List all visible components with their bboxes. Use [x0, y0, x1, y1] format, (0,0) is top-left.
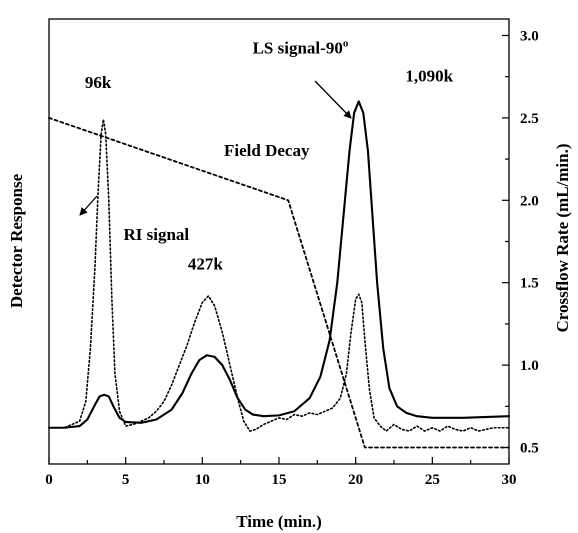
- y-axis-title-left: Detector Response: [7, 173, 26, 308]
- x-axis-title: Time (min.): [236, 512, 322, 531]
- x-tick-label: 30: [502, 472, 517, 488]
- y-tick-label: 3.0: [520, 28, 539, 44]
- y-tick-label: 2.0: [520, 193, 539, 209]
- annotation-label: Field Decay: [224, 141, 310, 160]
- x-tick-label: 10: [195, 472, 210, 488]
- y-axis-title-right: Crossflow Rate (mL/min.): [553, 143, 572, 332]
- annotation-label: RI signal: [123, 225, 189, 244]
- x-axis: 0 5 10 15 20 25 30: [45, 457, 517, 488]
- annotations: 96k 427k 1,090k Field Decay RI signal LS sign…: [85, 38, 454, 274]
- y-axis-right: 0.5 1.0 1.5 2.0 2.5 3.0: [502, 28, 539, 457]
- field-decay-line: [48, 116, 510, 449]
- y-tick-label: 1.0: [520, 358, 539, 374]
- annotation-label: 1,090k: [405, 67, 453, 86]
- x-tick-label: 0: [45, 472, 53, 488]
- y-tick-label: 2.5: [520, 111, 539, 127]
- series-layer: [47, 100, 511, 449]
- ls-signal-90-line: [47, 100, 511, 429]
- annotation-label: LS signal-90o: [253, 38, 349, 58]
- x-tick-label: 15: [272, 472, 287, 488]
- ls-signal-arrow: [314, 80, 352, 119]
- x-tick-label: 5: [122, 472, 130, 488]
- ri-signal-line: [48, 118, 510, 432]
- x-tick-label: 25: [425, 472, 440, 488]
- y-tick-label: 0.5: [520, 441, 539, 457]
- annotation-label: 427k: [188, 255, 224, 274]
- annotation-label: 96k: [85, 73, 112, 92]
- ri-signal-arrow: [79, 195, 98, 216]
- y-tick-label: 1.5: [520, 276, 539, 292]
- x-tick-label: 20: [348, 472, 363, 488]
